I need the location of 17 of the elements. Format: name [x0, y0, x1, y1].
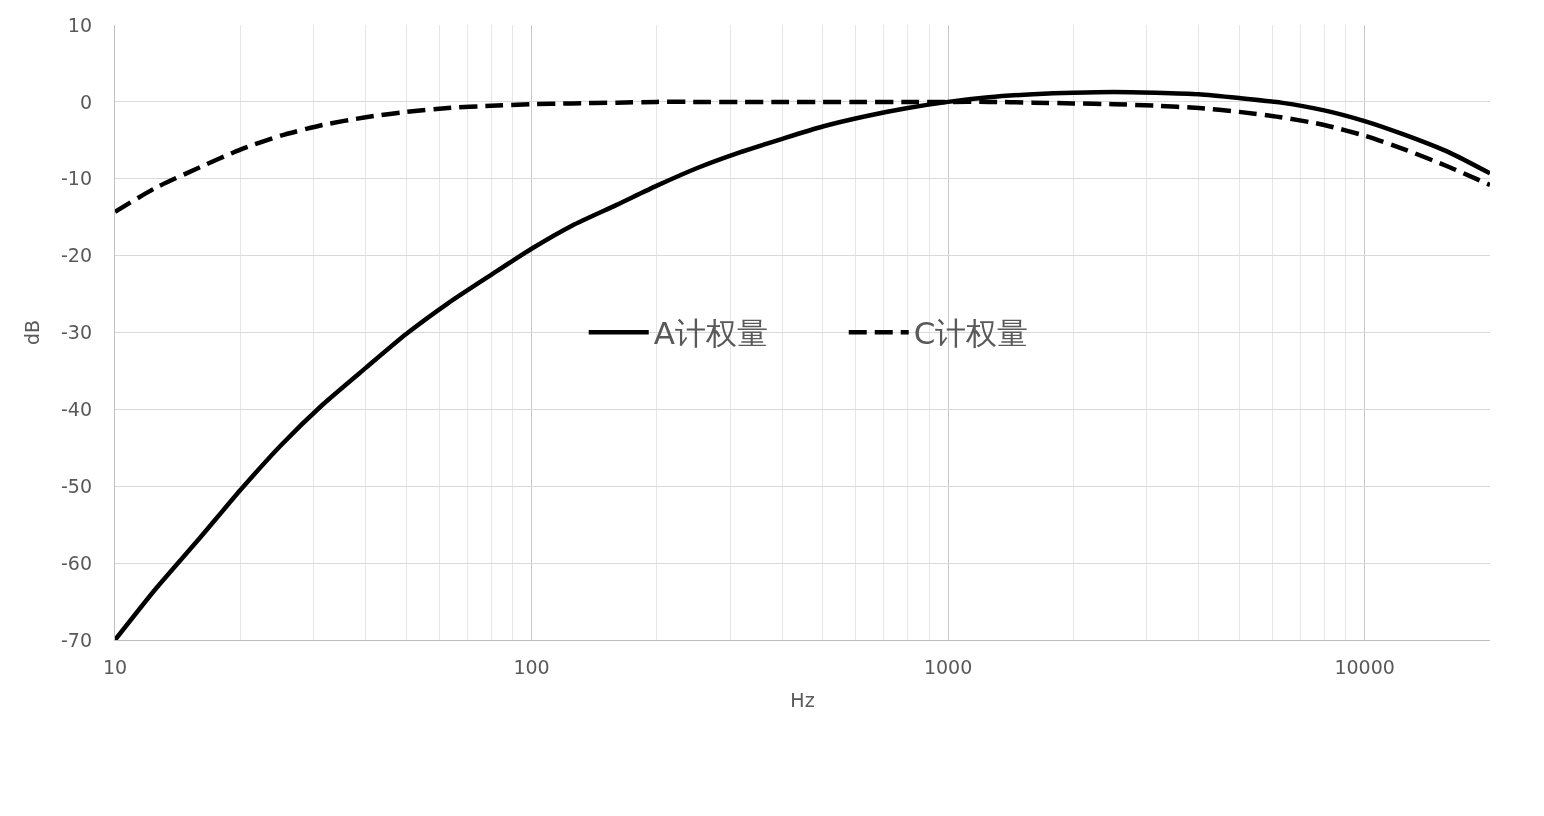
y-tick-label: -30: [61, 321, 93, 344]
x-tick-label: 10000: [1334, 655, 1395, 678]
y-axis-title: dB: [20, 319, 43, 346]
y-tick-label: 10: [67, 13, 93, 36]
y-tick-label: -60: [61, 551, 93, 574]
x-axis-title: Hz: [790, 688, 815, 711]
y-tick-label: -50: [61, 474, 93, 497]
y-tick-label: -40: [61, 398, 93, 421]
legend-label: C计权量: [913, 315, 1029, 352]
y-tick-label: -70: [61, 628, 93, 651]
y-tick-label: -20: [61, 244, 93, 267]
y-tick-label: -10: [61, 167, 93, 190]
legend-label: A计权量: [653, 315, 768, 352]
x-tick-label: 100: [513, 655, 550, 678]
y-tick-label: 0: [79, 90, 93, 113]
x-tick-label: 1000: [923, 655, 973, 678]
x-tick-label: 10: [102, 655, 128, 678]
